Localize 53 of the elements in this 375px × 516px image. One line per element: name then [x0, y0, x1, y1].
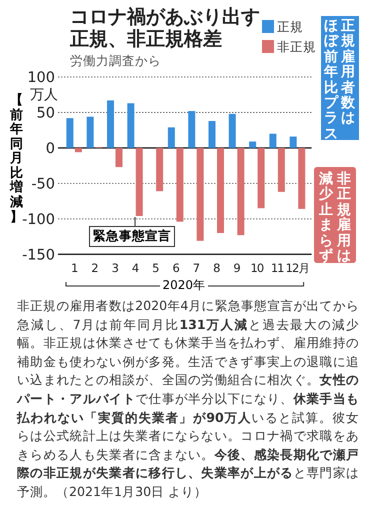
x-tick-label: 11	[270, 261, 284, 275]
bar	[217, 148, 224, 234]
legend-label: 正規	[277, 18, 303, 35]
bar	[258, 148, 265, 208]
y-tick-label: 0	[46, 140, 55, 157]
x-axis-title: 2020年	[160, 278, 208, 292]
text: 非正規の雇用者数は2020年4月に緊急事態宣言が出てから急減し、7月は前年同月比131万人減と過去最大の減少幅。非正規は休業させても休業手当を払わず、雇用維持の補助金も使わない例が多発。生活できず事実上の退職に追い込まれたとの相談が、全国の労働組合に相次ぐ。女性のパート・アルバイトで仕事が半分以下になり、休業手当も払われない「実質的失業者」が90万人いると試算。彼女らは公式統計上は失業者にならない。コロナ禍で求職をあきらめる人も失業者に含まない。今後、感染長期化で瀬戸際の非正規が失業者に移行し、失業率が上がると専門家は予測。（2021年1月30日 より）	[17, 298, 360, 499]
x-tick-label: 10	[250, 261, 264, 275]
bar	[116, 148, 122, 168]
x-tick-label: 8	[213, 261, 220, 275]
bar	[290, 136, 297, 148]
bar	[156, 148, 164, 192]
bar	[249, 142, 256, 148]
bar	[228, 114, 236, 148]
bar	[237, 148, 244, 236]
x-tick-label: 5	[152, 261, 160, 275]
chart-title: コロナ禍があぶり出す正規、非正規格差	[70, 6, 261, 50]
text: 正規雇用者数は	[340, 18, 356, 127]
x-tick-label: 9	[233, 261, 240, 275]
bar	[168, 127, 175, 148]
x-tick-label: 12月	[286, 261, 310, 275]
y-tick-label: -100	[22, 212, 55, 228]
bar	[278, 148, 285, 192]
text: 【前年同月比増減】	[10, 93, 23, 224]
bar	[298, 148, 306, 209]
x-tick-label: 3	[112, 261, 119, 275]
bar	[269, 134, 276, 148]
x-tick-label: 7	[192, 261, 200, 275]
annotation: 緊急事態宣言	[89, 226, 176, 247]
bar	[208, 120, 216, 148]
x-tick-label: 6	[172, 261, 180, 275]
bar	[66, 118, 74, 148]
x-tick-label: 2	[91, 261, 98, 275]
bar	[188, 111, 196, 148]
text: 非正規雇用は	[336, 171, 352, 264]
legend-label: 非正規	[277, 38, 316, 55]
bar	[86, 116, 94, 148]
bar	[136, 148, 143, 216]
bar	[176, 148, 184, 222]
x-tick-label: 4	[132, 261, 139, 275]
bar	[196, 148, 204, 241]
bar	[127, 103, 134, 148]
annotation: 万人	[30, 87, 58, 103]
chart-subtitle: 労働力調査から	[70, 53, 161, 70]
text: 減少止まらず	[318, 171, 334, 264]
y-tick-label: -50	[31, 176, 55, 192]
text: ほぼ前年比プラス	[323, 18, 339, 142]
bar	[107, 100, 114, 148]
y-tick-label: 50	[36, 105, 55, 122]
y-tick-label: 100	[27, 70, 55, 86]
bar	[74, 148, 82, 152]
x-tick-label: 1	[70, 261, 78, 275]
y-tick-label: -150	[22, 247, 55, 264]
